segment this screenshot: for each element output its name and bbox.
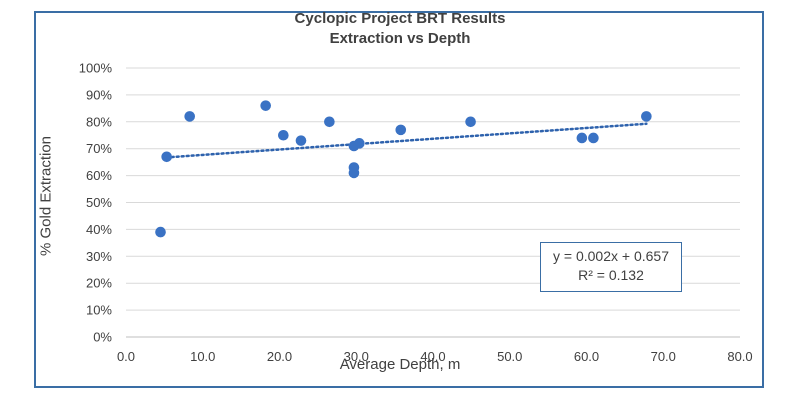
y-tick-label: 90% [86, 87, 112, 102]
y-tick-label: 40% [86, 222, 112, 237]
data-point [260, 100, 271, 111]
x-tick-label: 40.0 [420, 349, 445, 364]
y-axis-label: % Gold Extraction [37, 135, 55, 257]
y-tick-label: 70% [86, 141, 112, 156]
x-tick-label: 60.0 [574, 349, 599, 364]
trendline-equation: y = 0.002x + 0.657 [553, 248, 669, 264]
x-tick-label: 0.0 [117, 349, 135, 364]
y-tick-label: 100% [79, 61, 113, 76]
y-tick-label: 20% [86, 276, 112, 291]
y-tick-label: 0% [93, 330, 112, 345]
x-axis-label: Average Depth, m [339, 356, 461, 373]
data-point [576, 132, 588, 144]
data-point [155, 226, 166, 238]
r-squared: R² = 0.132 [578, 267, 644, 283]
y-tick-label: 80% [86, 114, 112, 129]
data-point [278, 129, 289, 141]
x-tick-label: 50.0 [497, 349, 522, 364]
trendline-equation-box: y = 0.002x + 0.657 R² = 0.132 [540, 242, 682, 292]
data-point [184, 111, 196, 122]
data-point [395, 124, 407, 136]
x-tick-label: 20.0 [267, 349, 292, 364]
chart-subtitle: Extraction vs Depth [329, 30, 471, 47]
y-tick-label: 30% [86, 249, 112, 264]
y-tick-label: 60% [86, 168, 112, 183]
x-tick-label: 10.0 [190, 349, 215, 364]
data-point [324, 116, 335, 128]
x-tick-label: 30.0 [344, 349, 369, 364]
data-point [354, 138, 365, 149]
chart-title: Cyclopic Project BRT Results [294, 10, 506, 27]
x-tick-label: 70.0 [651, 349, 676, 364]
data-point [295, 135, 307, 146]
y-tick-label: 10% [86, 303, 112, 318]
data-point [588, 132, 599, 144]
data-point [465, 116, 476, 128]
trendline [165, 122, 648, 159]
data-point [641, 111, 652, 122]
data-point [161, 151, 172, 163]
chart-frame [34, 11, 764, 388]
data-point [348, 167, 360, 179]
y-tick-label: 50% [86, 195, 112, 210]
x-tick-label: 80.0 [727, 349, 752, 364]
